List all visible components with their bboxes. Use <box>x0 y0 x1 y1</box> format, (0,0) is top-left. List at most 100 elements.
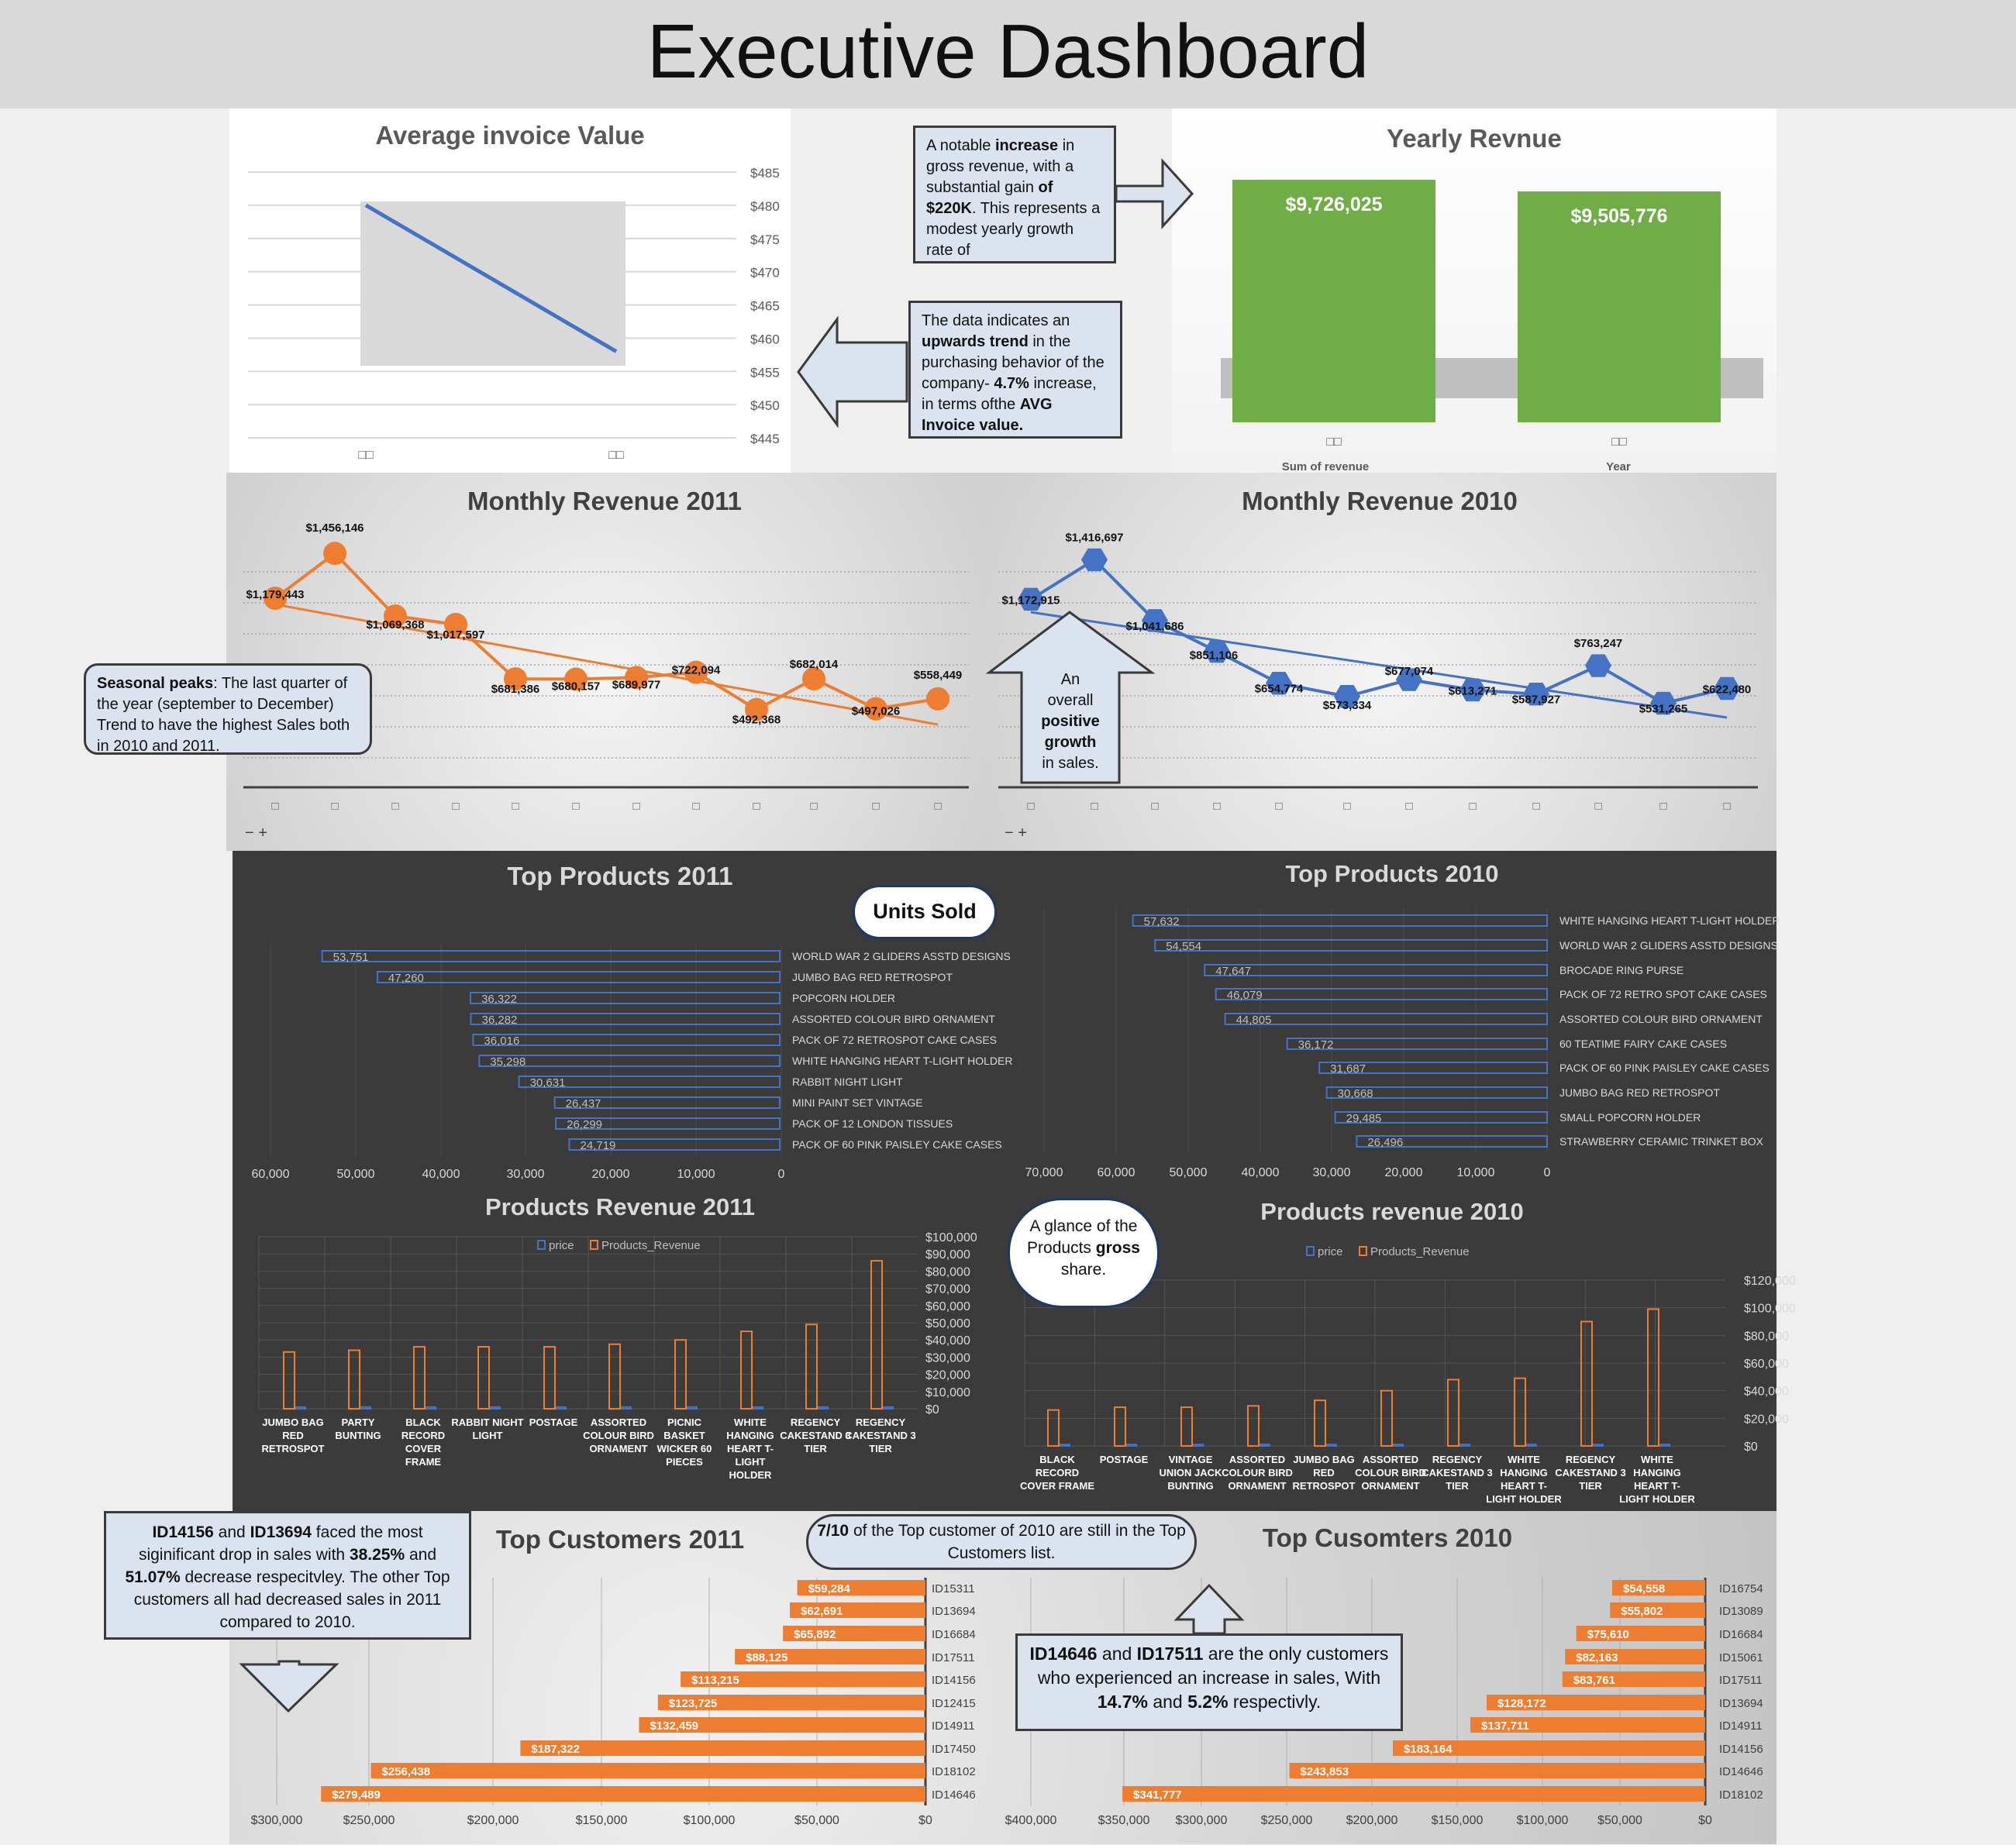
category-label: WORLD WAR 2 GLIDERS ASSTD DESIGNS <box>1559 939 1778 952</box>
data-point-marker <box>504 667 527 691</box>
revenue-bar <box>1180 1406 1193 1447</box>
data-label: $680,157 <box>552 680 601 693</box>
x-tick-label: □ <box>331 800 338 813</box>
data-point-marker <box>264 587 287 611</box>
price-bar <box>1126 1444 1137 1447</box>
y-tick-label: $90,000 <box>925 1248 970 1262</box>
product-bar <box>1224 1013 1548 1025</box>
monthly-2011-zoom-control[interactable]: − + <box>245 824 267 842</box>
data-label: 24,719 <box>581 1139 616 1152</box>
trend-line <box>274 603 939 726</box>
y-tick-label: $80,000 <box>1744 1330 1789 1343</box>
y-tick-label: $80,000 <box>925 1265 970 1279</box>
y-tick-label: $40,000 <box>925 1334 970 1348</box>
customer-bar <box>1289 1763 1705 1778</box>
y-tick-label: $445 <box>750 432 780 446</box>
revenue-bar <box>1647 1308 1659 1447</box>
category-label: BUNTING <box>1167 1480 1213 1492</box>
data-point-marker <box>1334 685 1360 708</box>
data-point-marker <box>323 542 346 566</box>
data-label: $128,172 <box>1497 1697 1546 1710</box>
data-label: 44,805 <box>1236 1014 1272 1027</box>
category-label: RABBIT NIGHT <box>451 1416 523 1428</box>
product-bar <box>478 1055 781 1067</box>
top-customers-2010-title: Top Cusomters 2010 <box>1262 1523 1513 1552</box>
category-label: WHITE <box>1508 1454 1540 1465</box>
category-label: COLOUR BIRD <box>1355 1467 1426 1478</box>
y-tick-label: $460 <box>750 332 780 346</box>
customer-bar <box>681 1671 925 1687</box>
category-label: RETROSPOT <box>1293 1480 1356 1492</box>
x-tick-label: □ <box>1213 800 1220 813</box>
data-label: $55,802 <box>1621 1605 1663 1618</box>
x-tick-label: □ <box>391 800 398 813</box>
data-label: 36,172 <box>1298 1038 1334 1052</box>
data-label: 47,647 <box>1215 965 1251 978</box>
data-label: $622,480 <box>1703 683 1752 696</box>
category-label: PACK OF 60 PINK PAISLEY CAKE CASES <box>1559 1062 1770 1074</box>
customer-bar <box>1576 1626 1705 1641</box>
data-label: $83,761 <box>1573 1674 1615 1687</box>
x-tick-label: $0 <box>1698 1814 1712 1827</box>
category-label: PICNIC <box>667 1416 702 1428</box>
callout-positive-growth: An overall positive growth in sales. <box>1041 671 1100 772</box>
monthly-2010-zoom-control[interactable]: − + <box>1005 824 1027 842</box>
customer-id-label: ID16684 <box>1719 1628 1763 1641</box>
category-label: ASSORTED <box>1363 1454 1418 1465</box>
category-label: REGENCY <box>1432 1454 1483 1465</box>
product-bar <box>1334 1111 1549 1124</box>
category-label: ASSORTED COLOUR BIRD ORNAMENT <box>1559 1013 1763 1025</box>
product-bar <box>1325 1086 1548 1099</box>
x-tick-label: □ <box>872 800 879 813</box>
price-bar <box>1326 1444 1337 1447</box>
x-tick-label: □ <box>632 800 639 813</box>
price-bar <box>687 1406 698 1410</box>
x-tick-label: 0 <box>1544 1166 1551 1179</box>
data-label: 53,751 <box>333 951 369 964</box>
customer-id-label: ID12415 <box>932 1697 976 1710</box>
y-tick-label: $455 <box>750 365 780 380</box>
callout-customer-increase: ID14646 and ID17511 are the only custome… <box>1015 1633 1403 1731</box>
customer-id-label: ID17511 <box>1719 1674 1763 1687</box>
data-label: $763,247 <box>1574 637 1623 650</box>
customer-bar <box>1562 1671 1705 1687</box>
revenue-bar <box>1314 1399 1326 1447</box>
y-tick-label: $475 <box>750 232 780 247</box>
data-label: $137,711 <box>1481 1719 1529 1733</box>
y-tick-label: $20,000 <box>925 1369 970 1382</box>
customer-id-label: ID14911 <box>932 1719 975 1733</box>
x-tick-label: 30,000 <box>507 1168 545 1181</box>
y-tick-label: $10,000 <box>925 1386 970 1399</box>
callout-still-top: 7/10 of the Top customer of 2010 are sti… <box>806 1514 1197 1570</box>
x-tick-label: 60,000 <box>252 1168 290 1181</box>
category-label: BUNTING <box>335 1430 381 1441</box>
category-label: HANGING <box>1633 1467 1680 1478</box>
customer-bar <box>735 1649 925 1664</box>
x-tick-label: $250,000 <box>343 1814 395 1827</box>
category-label: HANGING <box>726 1430 774 1441</box>
x-tick-label: □ <box>512 800 519 813</box>
data-label: 26,299 <box>567 1118 602 1131</box>
x-tick-label: 40,000 <box>422 1168 460 1181</box>
revenue-bar <box>870 1260 883 1410</box>
category-label: TIER <box>1446 1480 1469 1492</box>
products-revenue-2011-title: Products Revenue 2011 <box>484 1193 756 1220</box>
category-label: ASSORTED <box>591 1416 646 1428</box>
data-label: $123,725 <box>669 1697 718 1710</box>
data-label: 26,437 <box>566 1097 601 1110</box>
customer-bar <box>370 1763 926 1778</box>
category-label: BROCADE RING PURSE <box>1559 964 1683 976</box>
category-label: JUMBO BAG <box>1293 1454 1354 1465</box>
x-tick-label: $250,000 <box>1261 1814 1313 1827</box>
category-label: POPCORN HOLDER <box>792 992 895 1004</box>
legend-label-price: price <box>1318 1245 1343 1258</box>
x-tick-label: $50,000 <box>1597 1814 1642 1827</box>
price-bar <box>1526 1444 1537 1447</box>
data-label: 46,079 <box>1227 989 1263 1002</box>
customer-id-label: ID14646 <box>932 1788 976 1802</box>
data-label: 36,016 <box>484 1034 519 1048</box>
monthly-2010-title: Monthly Revenue 2010 <box>1242 487 1518 515</box>
